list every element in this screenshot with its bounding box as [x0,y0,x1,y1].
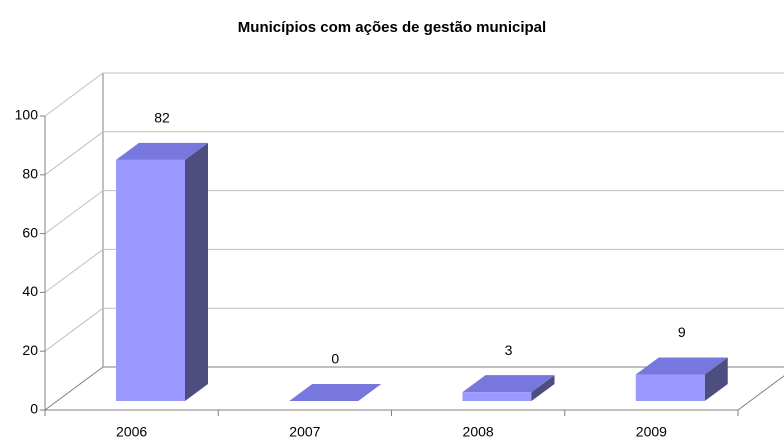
bar-top [116,142,208,160]
y-tick-label: 80 [22,166,38,182]
bar-top [635,357,728,375]
y-tick-label: 20 [22,342,38,358]
bar-side [185,142,208,402]
grid-line [44,131,104,176]
value-label: 82 [154,110,170,126]
grid-line [44,248,104,293]
value-label: 0 [331,351,339,367]
bar [635,374,705,401]
y-tick-label: 0 [30,401,38,417]
grid-line [44,72,104,117]
chart-title: Municípios com ações de gestão municipal [238,19,546,36]
bar-top [462,375,555,393]
x-tick-label: 2006 [116,424,147,440]
bar-top [289,384,382,401]
bar-side [531,375,555,401]
bar [116,159,185,401]
bar-side [704,357,728,401]
grid-line [44,190,104,235]
y-tick-label: 40 [22,283,38,299]
x-tick-label: 2009 [636,424,667,440]
y-tick-label: 100 [15,107,39,123]
bar [462,392,532,401]
x-tick-label: 2007 [289,424,320,440]
y-tick-label: 60 [22,224,38,240]
grid-line [44,307,104,352]
floor-left [44,366,104,411]
x-tick-label: 2008 [463,424,494,440]
value-label: 9 [678,324,686,340]
floor-right [737,375,784,411]
value-label: 3 [505,342,513,358]
